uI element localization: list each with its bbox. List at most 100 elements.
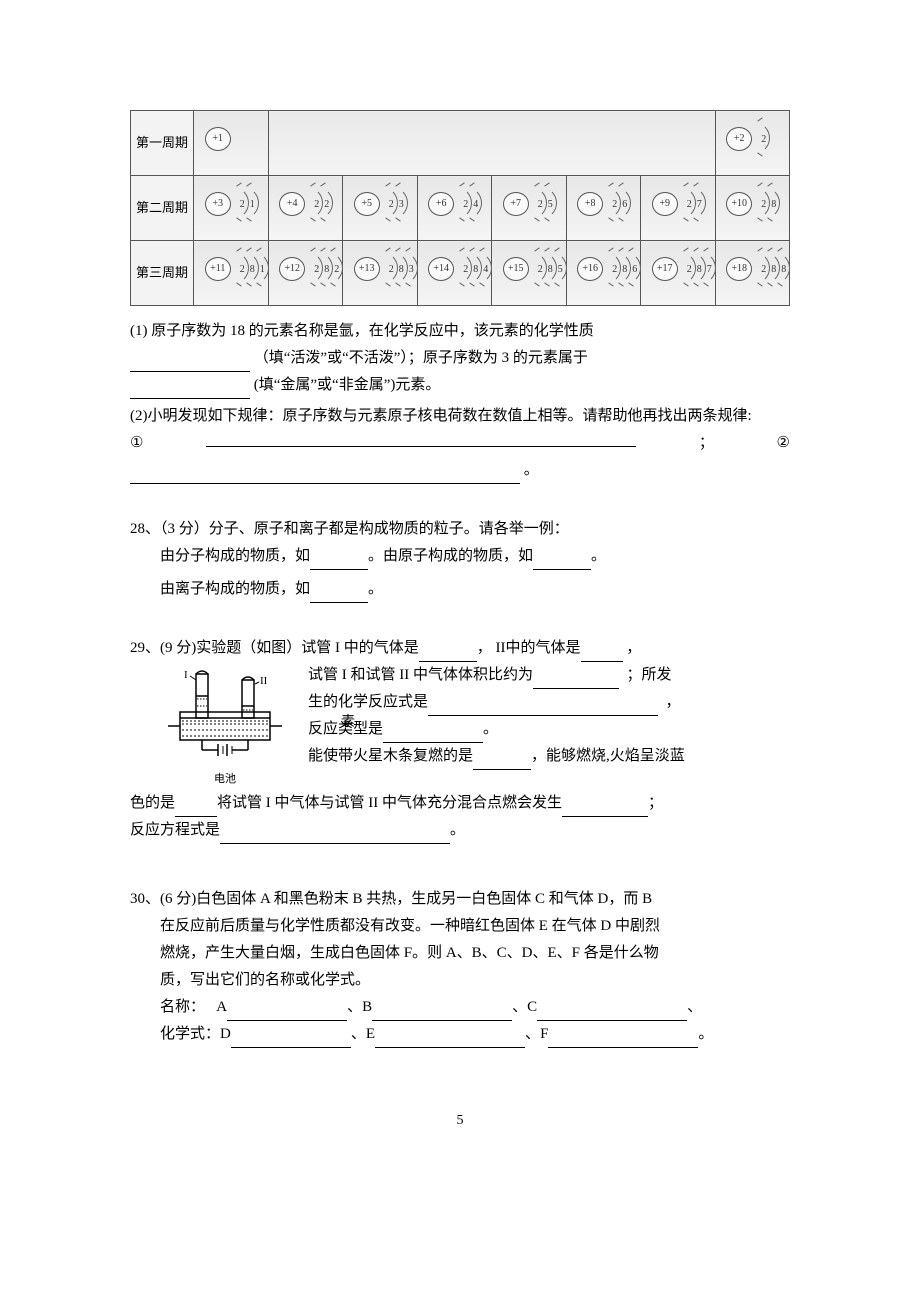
electron-shell: 4 — [476, 249, 492, 285]
nucleus-charge: +17 — [652, 257, 678, 281]
letter-a: A — [216, 999, 227, 1015]
letter-f: F — [540, 1026, 548, 1042]
q29-text: 生的化学反应式是 — [308, 694, 428, 710]
electron-shell: 8 — [690, 249, 706, 285]
blank — [548, 1030, 698, 1048]
end: 。 — [698, 1026, 713, 1042]
circled-one: ① — [130, 430, 143, 457]
blank — [310, 553, 368, 571]
blank — [533, 672, 619, 690]
q30-names: 名称： A、B、C、 — [160, 994, 790, 1021]
q27-text: (填“金属”或“非金属”)元素。 — [254, 377, 441, 393]
element-cell: +16286 — [566, 241, 641, 306]
nucleus-charge: +5 — [354, 192, 380, 216]
q29-text: 试管 I 和试管 II 中气体体积比约为 — [308, 667, 533, 683]
period-row-label: 第三周期 — [131, 241, 194, 306]
name-label: 名称： — [160, 999, 205, 1015]
q27-rules-line2: 。 — [130, 457, 790, 484]
blank — [130, 382, 250, 400]
nucleus-charge: +4 — [279, 192, 305, 216]
q29-text: ， — [626, 640, 641, 656]
blank — [372, 1003, 512, 1021]
q27-rules-line1: ① ； ② — [130, 430, 790, 457]
q27-text: (1) 原子序数为 18 的元素名称是氩，在化学反应中，该元素的化学性质 — [130, 323, 594, 339]
sep: 、 — [347, 999, 362, 1015]
empty-cell — [268, 111, 715, 176]
q28-text: 28、（3 分）分子、原子和离子都是构成物质的粒子。请各举一例： — [130, 521, 569, 537]
q29-text: ；所发 — [627, 667, 672, 683]
nucleus-charge: +6 — [428, 192, 454, 216]
electron-shell: 2 — [531, 184, 547, 220]
q30-p2: 在反应前后质量与化学性质都没有改变。一种暗红色固体 E 在气体 D 中剧烈 — [160, 913, 790, 940]
q29-line4: 反应类型是素。 — [130, 716, 790, 743]
q29-text: 色的是 — [130, 795, 175, 811]
electron-shell: 2 — [233, 249, 249, 285]
electron-shell: 5 — [551, 249, 567, 285]
element-cell: +14284 — [417, 241, 492, 306]
q29-text: 能使带火星木条复燃的是 — [308, 748, 473, 764]
element-cell: +18288 — [715, 241, 790, 306]
q27-text: (2)小明发现如下规律：原子序数与元素原子核电荷数在数值上相等。请帮助他再找出两… — [130, 408, 752, 424]
electron-shell: 8 — [317, 249, 333, 285]
q29-text: ，能够燃烧,火焰呈淡蓝 — [531, 748, 685, 764]
element-cell: +17287 — [641, 241, 716, 306]
nucleus-charge: +1 — [205, 127, 231, 151]
element-cell: +11281 — [194, 241, 269, 306]
sep: 、 — [687, 999, 702, 1015]
nucleus-charge: +9 — [652, 192, 678, 216]
element-cell: +523 — [343, 176, 418, 241]
tube-1-label: I — [184, 669, 188, 681]
blank — [419, 645, 477, 663]
element-cell: +15285 — [492, 241, 567, 306]
electron-shell: 7 — [700, 249, 716, 285]
q28-text: 。由原子构成的物质，如 — [368, 548, 533, 564]
q30-p3: 燃烧，产生大量白烟，生成白色固体 F。则 A、B、C、D、E、F 各是什么物 — [160, 940, 790, 967]
q28-text: 。 — [591, 548, 606, 564]
electron-shell: 2 — [456, 249, 472, 285]
blank — [473, 753, 531, 771]
electron-shell: 2 — [605, 184, 621, 220]
electron-shell: 6 — [615, 184, 631, 220]
electron-shell: 2 — [680, 249, 696, 285]
q30-p1: 30、(6 分)白色固体 A 和黑色粉末 B 共热，生成另一白色固体 C 和气体… — [130, 886, 790, 913]
sep: 、 — [512, 999, 527, 1015]
overlay-char: 素 — [341, 710, 355, 735]
q29-line1: 29、(9 分)实验题（如图）试管 I 中的气体是， II中的气体是 ， — [130, 635, 790, 662]
battery-label: 电池 — [150, 770, 300, 790]
blank — [375, 1030, 525, 1048]
period: 。 — [524, 462, 539, 478]
blank — [310, 586, 368, 604]
q28-text: 由分子构成的物质，如 — [160, 548, 310, 564]
electron-shell: 8 — [541, 249, 557, 285]
element-cell: +321 — [194, 176, 269, 241]
q28-text: 。 — [368, 581, 383, 597]
q29-line6: 色的是将试管 I 中气体与试管 II 中气体充分混合点燃会发生； — [130, 790, 790, 817]
blank — [130, 355, 250, 373]
blank — [383, 726, 483, 744]
q29-text: 29、(9 分)实验题（如图）试管 I 中的气体是 — [130, 640, 419, 656]
electron-shell: 8 — [466, 249, 482, 285]
electron-shell: 8 — [615, 249, 631, 285]
q29-text: 。 — [450, 822, 465, 838]
electron-shell: 2 — [456, 184, 472, 220]
element-cell: +1 — [194, 111, 269, 176]
electron-shell: 1 — [243, 184, 259, 220]
page-number: 5 — [130, 1108, 790, 1133]
period-row-label: 第一周期 — [131, 111, 194, 176]
document-page: 第一周期+1+22第二周期+321+422+523+624+725+826+92… — [0, 0, 920, 1193]
nucleus-charge: +3 — [205, 192, 231, 216]
electron-shell: 6 — [625, 249, 641, 285]
blank — [206, 431, 636, 447]
q29-text: ； — [648, 795, 663, 811]
tube-2-label: II — [260, 675, 268, 687]
electron-shell: 8 — [764, 249, 780, 285]
electron-shell: 2 — [307, 184, 323, 220]
q28-line2: 由离子构成的物质，如。 — [160, 576, 790, 603]
electron-shell: 2 — [382, 249, 398, 285]
nucleus-charge: +18 — [726, 257, 752, 281]
blank — [562, 799, 648, 817]
sep: 、 — [351, 1026, 366, 1042]
electron-shell: 1 — [253, 249, 269, 285]
electron-shell: 7 — [690, 184, 706, 220]
element-cell: +1028 — [715, 176, 790, 241]
